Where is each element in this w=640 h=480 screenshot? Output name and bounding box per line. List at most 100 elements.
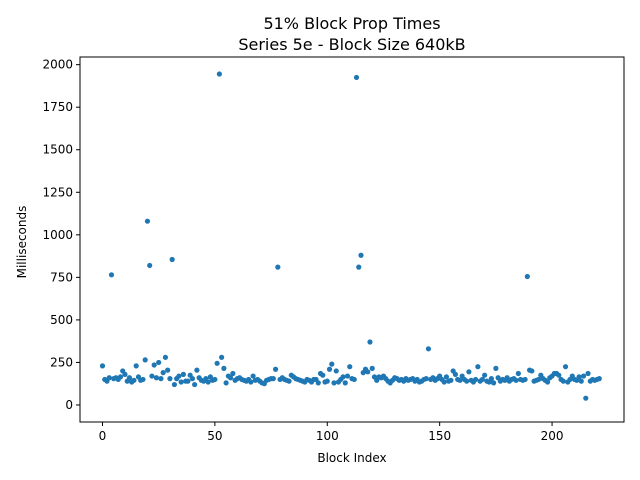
data-point: [482, 372, 488, 378]
data-point: [473, 376, 479, 383]
data-point: [333, 368, 339, 374]
data-point: [126, 375, 133, 381]
data-point: [151, 362, 157, 368]
data-point: [331, 380, 337, 386]
data-point: [270, 376, 276, 382]
y-axis-label: Milliseconds: [15, 206, 29, 279]
data-point: [491, 380, 497, 386]
data-point: [344, 373, 351, 379]
data-point: [513, 377, 519, 383]
x-tick-label: 0: [99, 429, 107, 443]
chart-title-line-2: Series 5e - Block Size 640kB: [238, 35, 465, 54]
data-point: [367, 339, 373, 345]
data-point: [272, 366, 279, 372]
data-point: [585, 370, 591, 377]
data-point: [223, 380, 229, 386]
data-point: [324, 378, 330, 384]
data-point: [205, 379, 211, 385]
data-point: [230, 370, 236, 377]
y-tick-label: 1250: [42, 185, 73, 199]
y-tick-label: 1750: [42, 100, 73, 114]
data-point: [347, 364, 353, 370]
data-point: [488, 376, 494, 382]
data-point: [194, 367, 200, 373]
data-point: [452, 371, 458, 377]
plot-area: 0 50 100 150 2000250500750100012501500175020…: [42, 56, 625, 443]
data-point: [228, 375, 234, 381]
data-point: [171, 381, 178, 388]
data-point: [286, 378, 292, 384]
data-point: [457, 377, 463, 383]
data-point: [162, 354, 169, 360]
data-point: [212, 376, 218, 383]
data-point: [466, 369, 472, 375]
data-point: [576, 374, 582, 380]
data-point: [583, 395, 589, 401]
data-point: [189, 376, 195, 382]
y-tick-label: 1000: [42, 228, 73, 242]
data-point: [423, 376, 429, 382]
data-point: [178, 379, 184, 385]
data-point: [131, 377, 137, 383]
data-point: [156, 359, 162, 366]
x-tick-label: 50: [207, 429, 222, 443]
data-point: [158, 376, 164, 382]
data-point: [522, 376, 528, 383]
data-point: [493, 365, 499, 371]
axes-frame: [79, 56, 625, 423]
data-point: [524, 273, 530, 280]
y-tick-label: 250: [50, 355, 73, 369]
data-point: [596, 376, 602, 382]
data-point: [149, 373, 155, 379]
data-point: [99, 363, 106, 369]
data-point: [192, 381, 198, 388]
data-point: [365, 369, 371, 375]
x-tick-label: 150: [428, 429, 451, 443]
data-point: [556, 372, 562, 378]
data-point: [122, 371, 128, 377]
data-point: [142, 357, 148, 363]
data-point: [443, 374, 450, 380]
data-point: [315, 380, 321, 386]
data-point: [153, 375, 160, 381]
data-point: [169, 256, 175, 263]
x-tick-label: 100: [316, 429, 339, 443]
data-point: [160, 370, 166, 376]
y-tick-label: 750: [50, 270, 73, 284]
data-point: [214, 360, 220, 366]
data-point: [535, 376, 542, 383]
data-point: [326, 366, 333, 372]
data-point: [425, 346, 432, 352]
data-point: [358, 252, 364, 258]
data-point: [529, 368, 535, 374]
data-point: [369, 365, 375, 371]
data-point: [140, 376, 146, 383]
x-tick-label: 200: [541, 429, 564, 443]
data-point: [180, 371, 186, 377]
data-point: [356, 264, 362, 270]
data-point: [479, 376, 485, 383]
data-point: [448, 377, 454, 383]
data-point: [250, 373, 256, 379]
data-point: [176, 373, 182, 379]
data-point: [167, 376, 173, 382]
data-point: [515, 370, 521, 377]
data-point: [441, 379, 447, 385]
data-point: [475, 364, 481, 370]
y-tick-label: 1500: [42, 143, 73, 157]
data-point: [248, 379, 254, 385]
data-point: [560, 378, 566, 384]
data-point: [147, 262, 153, 269]
y-tick-label: 2000: [42, 58, 73, 72]
data-point: [580, 373, 587, 379]
data-point: [144, 218, 151, 224]
data-point: [544, 379, 551, 385]
data-point: [117, 374, 124, 380]
data-point: [106, 375, 112, 381]
data-point: [108, 272, 115, 278]
data-point: [340, 374, 346, 380]
data-point: [342, 380, 348, 386]
data-point: [329, 361, 335, 367]
